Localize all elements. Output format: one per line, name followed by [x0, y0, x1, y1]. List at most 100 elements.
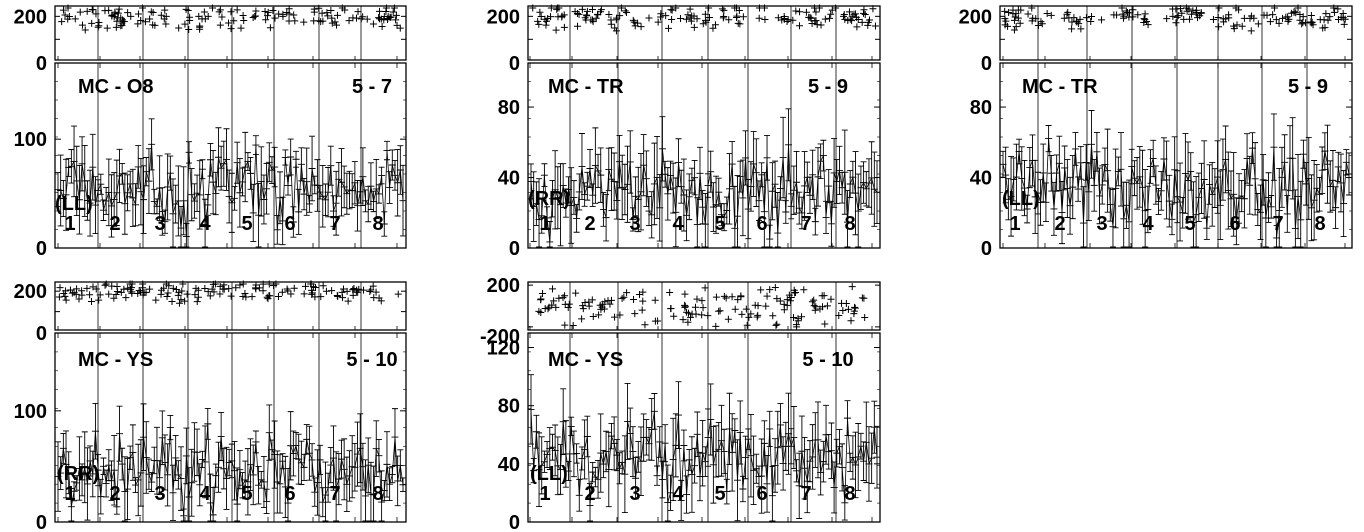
- phase-point: [1254, 20, 1262, 28]
- phase-point: [1193, 10, 1201, 18]
- scan-number: 5: [241, 483, 252, 505]
- phase-point: [1004, 22, 1012, 30]
- phase-point: [242, 293, 250, 301]
- phase-point: [861, 314, 869, 322]
- phase-point: [846, 15, 854, 23]
- phase-point: [536, 8, 544, 16]
- phase-point: [1169, 12, 1177, 20]
- phase-point: [871, 22, 879, 30]
- phase-point: [269, 6, 277, 14]
- phase-point: [641, 321, 649, 329]
- phase-point: [201, 285, 209, 293]
- phase-point: [623, 9, 631, 17]
- panel-4: 100 0 200 0 MC - YS 5 - 10 (RR)1 2 3 4 5 6 7 8: [14, 280, 407, 532]
- phase-point: [585, 302, 593, 310]
- phase-point: [617, 4, 625, 12]
- scan-number: 2: [584, 213, 595, 235]
- amp-point: [321, 461, 329, 522]
- phase-point: [343, 287, 351, 295]
- phase-point: [827, 295, 835, 303]
- scan-number: 1: [64, 483, 75, 505]
- phase-point: [271, 14, 279, 22]
- phase-point: [134, 10, 142, 18]
- phase-point: [776, 297, 784, 305]
- phase-point: [611, 313, 619, 321]
- phase-point: [225, 285, 233, 293]
- phase-point: [1232, 4, 1240, 12]
- phase-point: [255, 284, 263, 292]
- phase-point: [1017, 6, 1025, 14]
- phase-point: [387, 13, 395, 21]
- phase-point: [1024, 10, 1032, 18]
- scan-number: 3: [629, 483, 640, 505]
- baseline-label: 5 - 9: [808, 76, 848, 98]
- amp-tick-label: 0: [509, 512, 520, 532]
- phase-point: [1063, 10, 1071, 18]
- phase-point: [1230, 25, 1238, 33]
- phase-point: [826, 14, 834, 22]
- amplitude-points: [527, 374, 881, 522]
- phase-point: [1324, 16, 1332, 24]
- phase-point: [70, 289, 78, 297]
- phase-point: [1082, 14, 1090, 22]
- phase-point: [808, 20, 816, 28]
- phase-point: [811, 306, 819, 314]
- phase-point: [61, 292, 69, 300]
- phase-point: [344, 297, 352, 305]
- phase-point: [535, 307, 543, 315]
- phase-point: [194, 286, 202, 294]
- phase-point: [681, 290, 689, 298]
- phase-point: [1340, 20, 1348, 28]
- phase-point: [860, 294, 868, 302]
- phase-point: [639, 288, 647, 296]
- phase-point: [345, 17, 353, 25]
- phase-point: [86, 291, 94, 299]
- phase-point: [1037, 18, 1045, 26]
- amplitude-points: [54, 402, 407, 522]
- phase-point: [607, 296, 615, 304]
- scan-number: 7: [1272, 213, 1283, 235]
- phase-point: [651, 296, 659, 304]
- phase-point: [232, 284, 240, 292]
- phase-point: [252, 12, 260, 20]
- phase-point: [122, 294, 130, 302]
- phase-point: [1270, 4, 1278, 12]
- phase-point: [1110, 11, 1118, 19]
- amp-point: [672, 177, 680, 248]
- amp-point: [540, 163, 548, 188]
- phase-point: [1209, 16, 1217, 24]
- amp-point: [530, 458, 538, 484]
- phase-point: [1005, 9, 1013, 17]
- scan-number: 1: [539, 483, 550, 505]
- phase-point: [791, 289, 799, 297]
- phase-point: [670, 312, 678, 320]
- phase-point: [618, 294, 626, 302]
- phase-point: [88, 297, 96, 305]
- phase-point: [331, 18, 339, 26]
- phase-point: [693, 15, 701, 23]
- phase-point: [60, 290, 68, 298]
- phase-point: [328, 14, 336, 22]
- phase-point: [851, 303, 859, 311]
- phase-point: [376, 15, 384, 23]
- phase-point: [369, 282, 377, 290]
- phase-point: [95, 296, 103, 304]
- phase-point: [629, 16, 637, 24]
- phase-point: [731, 305, 739, 313]
- phase-point: [534, 17, 542, 25]
- phase-point: [252, 281, 260, 289]
- phase-point: [683, 308, 691, 316]
- phase-point: [315, 4, 323, 12]
- phase-point: [709, 24, 717, 32]
- scan-number: 1: [539, 213, 550, 235]
- phase-point: [1197, 9, 1205, 17]
- phase-point: [769, 312, 777, 320]
- phase-point: [535, 20, 543, 28]
- phase-point: [175, 299, 183, 307]
- phase-point: [230, 17, 238, 25]
- phase-point: [722, 294, 730, 302]
- phase-point: [821, 15, 829, 23]
- phase-point: [630, 296, 638, 304]
- phase-point: [807, 14, 815, 22]
- phase-point: [561, 321, 569, 329]
